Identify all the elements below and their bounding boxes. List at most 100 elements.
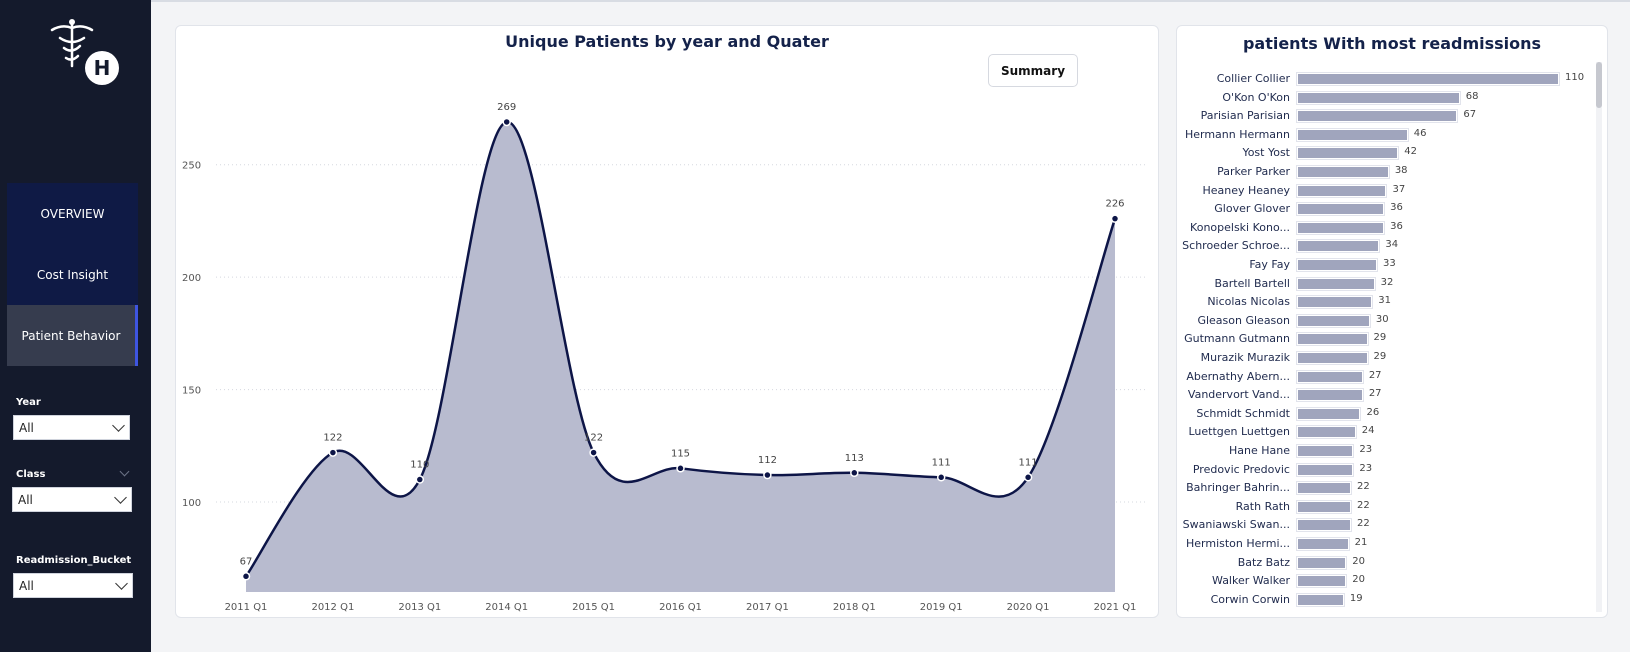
bar[interactable] — [1295, 295, 1374, 310]
bar[interactable] — [1296, 499, 1352, 514]
bar[interactable] — [1296, 276, 1376, 291]
bar[interactable] — [1295, 444, 1355, 458]
data-point[interactable] — [328, 448, 338, 457]
bar[interactable] — [1295, 555, 1348, 570]
data-label: 122 — [584, 433, 603, 444]
bar-row[interactable]: Rath Rath 22 — [1177, 498, 1587, 516]
bar-row[interactable]: Swaniawski Swan... 22 — [1177, 516, 1587, 534]
class-filter-label: Class — [16, 469, 46, 480]
bar[interactable] — [1296, 369, 1364, 384]
bar-row[interactable]: Fay Fay 33 — [1177, 256, 1587, 274]
bar-row[interactable]: Heaney Heaney 37 — [1177, 182, 1587, 200]
bar[interactable] — [1295, 146, 1400, 161]
bar[interactable] — [1295, 220, 1386, 235]
bar-row[interactable]: Parker Parker 38 — [1177, 163, 1587, 181]
bar[interactable] — [1296, 313, 1371, 328]
bar-row[interactable]: Corwin Corwin 19 — [1177, 591, 1587, 609]
bar-value-label: 31 — [1378, 295, 1391, 307]
bar-value-label: 20 — [1352, 555, 1365, 567]
chevron-down-icon — [115, 576, 128, 590]
bar[interactable] — [1296, 90, 1461, 105]
bar-row[interactable]: Glover Glover 36 — [1177, 200, 1587, 218]
data-point[interactable] — [850, 468, 859, 478]
bar[interactable] — [1296, 127, 1409, 142]
bar-row[interactable]: Gleason Gleason 30 — [1177, 312, 1587, 330]
bar-row[interactable]: Nicolas Nicolas 31 — [1177, 293, 1587, 311]
bar-category-label: Gleason Gleason — [1197, 313, 1290, 327]
bar-row[interactable]: Collier Collier 110 — [1177, 70, 1587, 88]
bar[interactable] — [1296, 72, 1560, 86]
chevron-down-icon[interactable] — [119, 466, 130, 477]
summary-button[interactable]: Summary — [988, 54, 1078, 87]
scrollbar-track[interactable] — [1596, 62, 1602, 612]
bar[interactable] — [1296, 481, 1352, 496]
bar-chart-title: patients With most readmissions — [1242, 34, 1542, 53]
bar-category-label: Hermiston Hermi... — [1185, 537, 1290, 550]
bar[interactable] — [1296, 351, 1369, 365]
bar-row[interactable]: Batz Batz 20 — [1177, 554, 1587, 572]
bar-row[interactable]: Parisian Parisian 67 — [1177, 107, 1587, 125]
bar[interactable] — [1296, 165, 1390, 179]
bar[interactable] — [1296, 332, 1369, 347]
data-point[interactable] — [1023, 473, 1033, 482]
nav-item-overview[interactable]: OVERVIEW — [7, 183, 138, 244]
bar-row[interactable]: Vandervort Vand... 27 — [1177, 386, 1587, 404]
bar-row[interactable]: Hane Hane 23 — [1177, 442, 1587, 460]
bar-value-label: 27 — [1368, 369, 1382, 381]
data-point[interactable] — [936, 473, 946, 482]
bar-row[interactable]: Schroeder Schroe... 34 — [1177, 237, 1587, 255]
bar[interactable] — [1296, 592, 1345, 607]
data-point[interactable] — [241, 572, 251, 581]
bar-row[interactable]: Luettgen Luettgen 24 — [1177, 423, 1587, 441]
bar[interactable] — [1295, 574, 1348, 589]
bar[interactable] — [1296, 518, 1352, 533]
bar-row[interactable]: Hermiston Hermi... 21 — [1177, 535, 1587, 553]
bar-row[interactable]: Abernathy Abern... 27 — [1177, 368, 1587, 386]
data-point[interactable] — [415, 475, 425, 484]
data-point[interactable] — [676, 464, 685, 473]
bar-row[interactable]: Predovic Predovic 23 — [1177, 461, 1587, 479]
bar[interactable] — [1295, 406, 1362, 421]
bar[interactable] — [1296, 537, 1350, 551]
bar[interactable] — [1296, 258, 1378, 272]
year-filter-select[interactable]: All — [13, 415, 130, 440]
bar[interactable] — [1295, 183, 1388, 198]
bar-value-label: 24 — [1361, 425, 1375, 437]
sidebar: H OVERVIEW Cost Insight Patient Behavior… — [0, 0, 151, 652]
bar[interactable] — [1295, 239, 1381, 254]
bar-value-label: 36 — [1390, 220, 1403, 232]
data-point[interactable] — [1110, 214, 1120, 223]
bar-row[interactable]: Konopelski Kono... 36 — [1177, 219, 1587, 237]
scrollbar-thumb[interactable] — [1596, 62, 1602, 108]
bar-row[interactable]: O'Kon O'Kon 68 — [1177, 89, 1587, 107]
bar-row[interactable]: Bartell Bartell 32 — [1177, 275, 1587, 293]
bar-value-label: 32 — [1380, 276, 1394, 288]
data-point[interactable] — [589, 448, 598, 457]
bar-row[interactable]: Hermann Hermann 46 — [1177, 126, 1587, 144]
data-label: 115 — [671, 448, 690, 459]
bar-row[interactable]: Gutmann Gutmann 29 — [1177, 330, 1587, 348]
nav-item-cost-insight[interactable]: Cost Insight — [7, 244, 138, 305]
bar[interactable] — [1295, 202, 1386, 217]
bar[interactable] — [1296, 425, 1357, 440]
bar-row[interactable]: Bahringer Bahrin... 22 — [1177, 479, 1587, 497]
bar-row[interactable]: Walker Walker 20 — [1177, 572, 1587, 590]
nav-item-patient-behavior[interactable]: Patient Behavior — [7, 305, 138, 366]
bar[interactable] — [1295, 109, 1459, 124]
readmission-bucket-filter-select[interactable]: All — [13, 573, 133, 598]
bar[interactable] — [1295, 462, 1355, 477]
bar-value-label: 36 — [1390, 202, 1403, 214]
bar-row[interactable]: Schmidt Schmidt 26 — [1177, 405, 1587, 423]
x-tick-label: 2014 Q1 — [485, 602, 528, 613]
bar-value-label: 23 — [1359, 462, 1373, 474]
bar-value-label: 29 — [1373, 351, 1387, 362]
bar-row[interactable]: Murazik Murazik 29 — [1177, 349, 1587, 367]
bar-value-label: 20 — [1352, 574, 1365, 586]
data-point[interactable] — [763, 470, 772, 480]
bar-category-label: Abernathy Abern... — [1186, 369, 1290, 383]
data-point[interactable] — [502, 117, 511, 127]
bar-category-label: Hermann Hermann — [1184, 127, 1290, 141]
class-filter-select[interactable]: All — [12, 487, 132, 512]
bar[interactable] — [1296, 388, 1364, 403]
bar-row[interactable]: Yost Yost 42 — [1177, 144, 1587, 162]
